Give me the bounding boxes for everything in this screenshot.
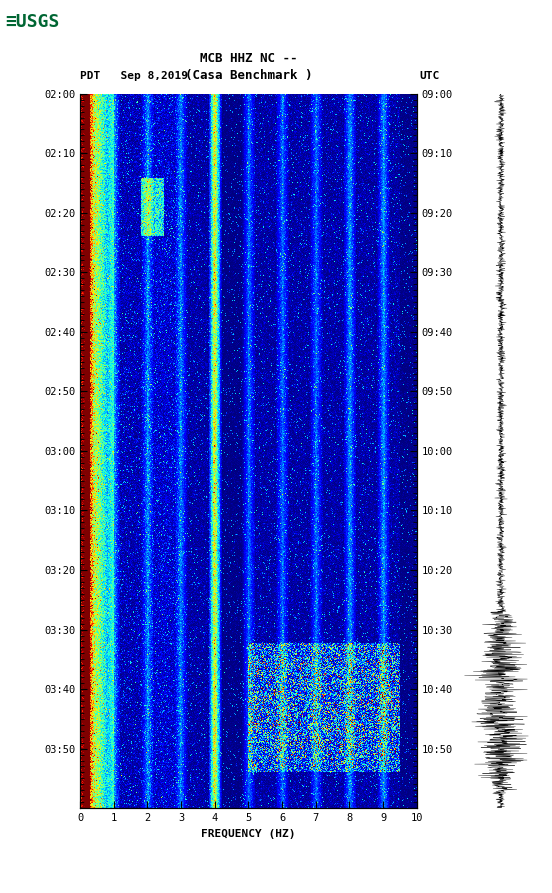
Text: PDT   Sep 8,2019: PDT Sep 8,2019 — [80, 71, 188, 81]
X-axis label: FREQUENCY (HZ): FREQUENCY (HZ) — [201, 829, 296, 839]
Text: (Casa Benchmark ): (Casa Benchmark ) — [185, 70, 312, 82]
Text: UTC: UTC — [420, 71, 440, 81]
Text: MCB HHZ NC --: MCB HHZ NC -- — [200, 52, 297, 64]
Text: ≡USGS: ≡USGS — [6, 13, 60, 31]
